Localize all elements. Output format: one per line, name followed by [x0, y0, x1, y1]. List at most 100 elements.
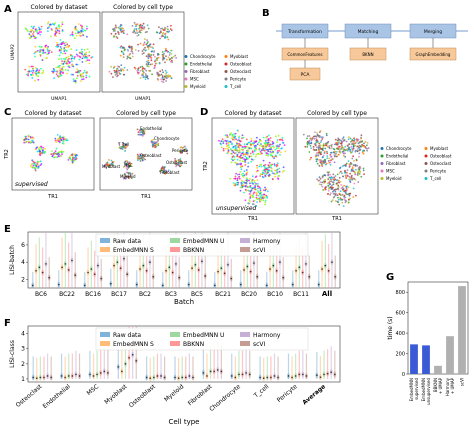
violin-median [217, 270, 219, 273]
scatter-point [53, 23, 56, 26]
scatter-point [75, 49, 78, 51]
x-tick-label-line: + UMAP [438, 377, 443, 394]
scatter-point [145, 63, 148, 65]
scatter-point [126, 57, 128, 60]
scatter-point [127, 175, 130, 178]
scatter-point [272, 145, 274, 148]
scatter-point [358, 147, 361, 149]
scatter-point [114, 24, 117, 27]
scatter-point [123, 48, 126, 51]
scatter-point [256, 136, 258, 139]
scatter-point [318, 151, 321, 154]
legend-label: Raw data [113, 238, 141, 245]
scatter-point [265, 172, 268, 175]
scatter-point [64, 58, 67, 61]
scatter-point [245, 177, 248, 180]
scatter-point [225, 140, 228, 143]
scatter-point [63, 42, 65, 45]
scatter-point [146, 39, 149, 41]
scatter-point [245, 182, 247, 185]
scatter-point [83, 69, 86, 72]
scatter-point [145, 74, 147, 77]
scatter-point [347, 148, 350, 150]
scatter-point [147, 63, 150, 66]
scatter-point [334, 190, 337, 193]
scatter-point [77, 55, 79, 57]
scatter-point [241, 174, 244, 177]
scatter-point [281, 136, 284, 139]
scatter-point [330, 192, 332, 195]
scatter-point [86, 72, 88, 75]
scatter-point [23, 139, 26, 141]
scatter-point [145, 55, 148, 57]
scatter-point [157, 56, 160, 59]
scatter-point [60, 70, 63, 73]
scatter-point [234, 177, 237, 180]
scatter-point [141, 24, 144, 27]
scatter-point [106, 161, 109, 164]
scatter-point [139, 153, 141, 156]
scatter-point [348, 163, 351, 166]
scatter-point [123, 29, 125, 32]
scatter-point [163, 167, 166, 169]
scatter-point [175, 164, 178, 167]
legend-label: Osteoclast [230, 69, 252, 74]
scatter-point [247, 202, 250, 205]
scatter-point [343, 154, 345, 157]
scatter-point [255, 184, 257, 186]
x-tick-label-line: supervised [414, 378, 419, 400]
scatter-point [238, 135, 241, 138]
scatter-point [252, 196, 255, 198]
scatter-point [263, 196, 266, 199]
scatter-point [118, 146, 121, 149]
scatter-point [321, 181, 324, 184]
scatter-point [278, 170, 281, 173]
scatter-point [238, 144, 241, 147]
scatter-point [239, 140, 241, 142]
scatter-point [71, 63, 74, 66]
x-tick-label-line: EmbedMNN [409, 378, 414, 401]
x-tick-label: All [322, 290, 332, 298]
scatter-point [342, 150, 345, 153]
scatter-point [253, 150, 256, 153]
scatter-point [134, 32, 137, 34]
plot-frame [407, 281, 469, 375]
scatter-point [338, 172, 341, 174]
scatter-point [342, 175, 344, 178]
scatter-point [266, 152, 268, 155]
scatter-point [37, 148, 40, 150]
scatter-point [144, 38, 146, 41]
x-tick-label: BC16 [85, 291, 101, 298]
scatter-point [275, 165, 278, 168]
scatter-point [267, 138, 270, 140]
violin-median [152, 276, 155, 278]
scatter-point [74, 81, 77, 84]
scatter-point [230, 132, 232, 135]
legend-box [95, 327, 309, 351]
scatter-point [329, 147, 331, 150]
scatter-point [322, 146, 325, 148]
x-tick-label: EmbedMNNsupervised [409, 378, 419, 402]
scatter-point [246, 171, 249, 174]
scatter-point [160, 31, 162, 34]
scatter-point [119, 46, 122, 49]
violin-median [213, 284, 216, 287]
scatter-point [178, 161, 181, 164]
scatter-point [160, 170, 163, 173]
scatter-point [127, 56, 129, 59]
scatter-point [120, 28, 122, 31]
panel-c-label-myeloid: Myeloid [120, 174, 136, 179]
scatter-point [123, 73, 125, 76]
scatter-point [122, 46, 124, 49]
legend-label: Fibroblast [386, 161, 406, 166]
scatter-point [278, 138, 281, 141]
violin-median [78, 375, 81, 377]
scatter-point [255, 194, 258, 197]
scatter-point [137, 67, 140, 70]
scatter-point [260, 194, 263, 197]
scatter-point [76, 77, 78, 80]
violin-median [174, 376, 176, 379]
scatter-point [250, 160, 253, 163]
scatter-point [245, 169, 248, 171]
scatter-point [339, 194, 342, 196]
